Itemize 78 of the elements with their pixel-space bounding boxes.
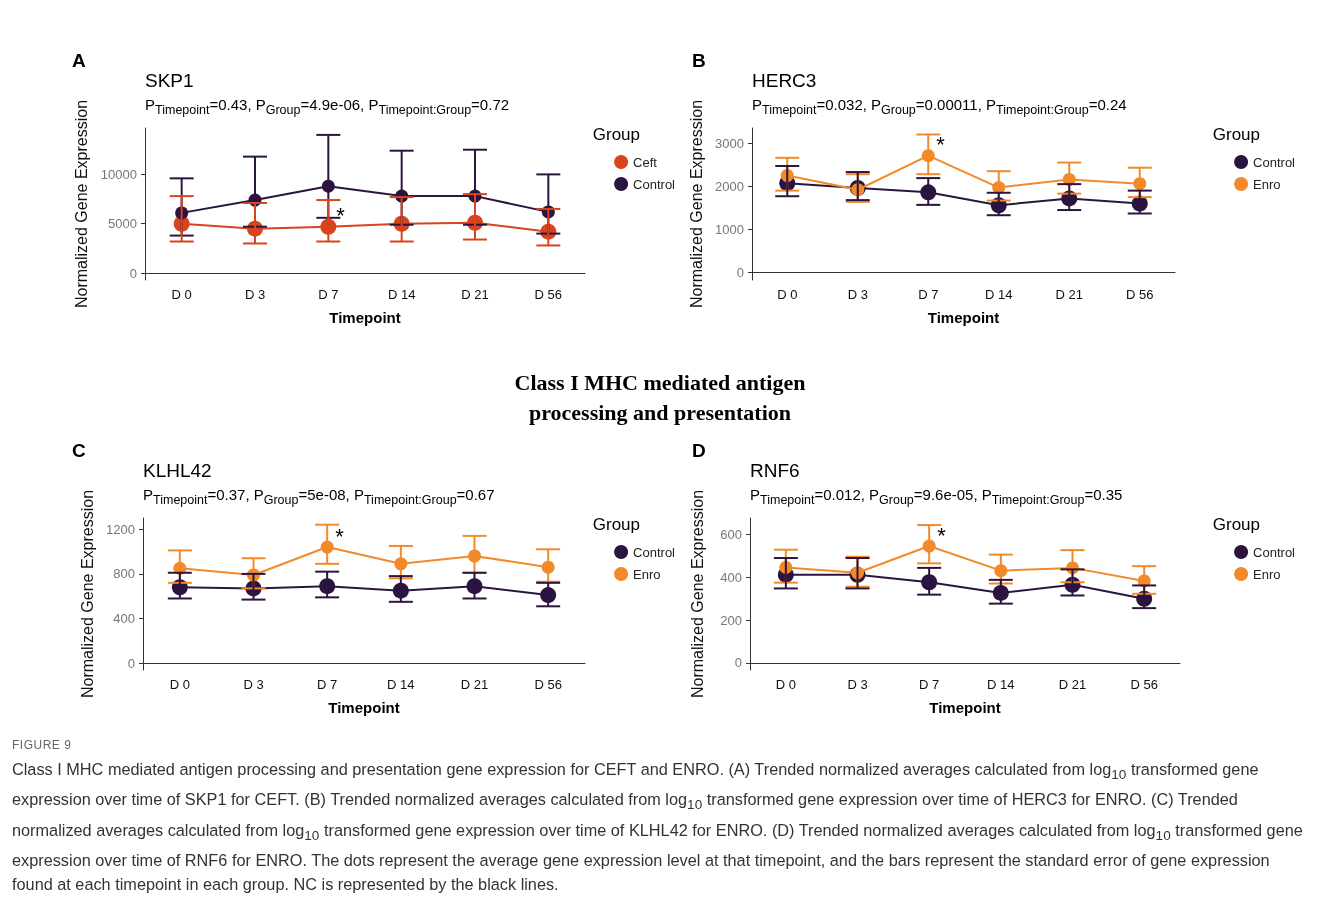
text: A [72,50,86,72]
x-axis-title: Timepoint [927,309,1000,326]
caption: FIGURE 9 [12,738,72,752]
y-tick-label: 2000 [715,178,744,194]
x-tick-label: D 3 [244,287,266,302]
x-tick-label: D 3 [847,287,868,302]
x-axis-title: Timepoint [929,699,1001,716]
y-axis-title: Normalized Gene Expression [73,99,91,309]
chart-subtitle: P$_{Timepoint}$=0.43, P$_{Group}$=4.9e-06, P$_{Timepoint:Group}$=0.72 [145,96,510,117]
chart-title: KLHL42 [143,460,212,482]
y-tick-label: 800 [113,566,135,582]
x-tick-label: D 21 [1055,287,1083,302]
x-tick-label: D 56 [534,287,563,302]
x-tick-label: D 7 [919,677,940,692]
x-tick-label: D 7 [918,287,939,302]
x-tick-label: D 14 [387,287,416,302]
y-axis-title: Normalized Gene Expression [78,489,96,699]
x-tick-label: D 3 [243,677,264,692]
y-axis-title: Normalized Gene Expression [688,489,706,699]
x-tick-label: D 0 [777,287,798,302]
text: B [692,50,706,72]
x-tick-label: D 0 [169,677,190,692]
y-tick-label: 0 [129,265,137,281]
legend-title: Group [1212,515,1260,534]
text: C [72,440,86,462]
legend-label: Control [1253,154,1296,170]
x-tick-label: D 56 [534,677,562,692]
text: Class I MHC mediated antigen processing and presentation gene expression for CEFT and ENRO. (A) Trended normalized averages calculated from log$_{10}$ transformed gene expression over time of SKP1 for CEFT. (B) Trended normalized averages calculated from log$_{10}$ transformed gene expression over time of HERC3 for ENRO. (C) Trended normalized averages calculated from log$_{10}$ transformed gene expression over time of KLHL42 for ENRO. (D) Trended normalized averages calculated from log$_{10}$ transformed gene expression over time of RNF6 for ENRO. The dots represent the average gene expression level at that timepoint, and the bars represent the standard error of gene expression found at each timepoint in each group. NC is represented by the black lines. [12,760,1303,893]
x-tick-label: D 0 [171,287,192,302]
x-tick-label: D 14 [387,677,415,692]
y-tick-label: 10000 [100,166,137,182]
y-tick-label: 400 [113,611,135,627]
x-tick-label: D 21 [1058,677,1087,692]
text: Class I MHC mediated antigen processing and presentation [513,369,807,427]
x-tick-label: D 14 [985,287,1013,302]
x-axis-title: Timepoint [329,309,401,326]
y-tick-label: 600 [720,526,742,542]
y-tick-label: 200 [720,612,742,628]
chart-title: HERC3 [752,70,817,92]
legend-label: Control [1253,544,1296,560]
annotation: * [336,203,346,229]
y-tick-label: 0 [734,655,742,671]
legend-label: Enro [633,566,661,582]
x-tick-label: D 21 [460,677,489,692]
y-tick-label: 5000 [108,216,137,232]
annotation: * [936,132,946,158]
chart-subtitle: P$_{Timepoint}$=0.032, P$_{Group}$=0.00011, P$_{Timepoint:Group}$=0.24 [752,96,1127,117]
legend-title: Group [592,125,640,144]
y-axis-title: Normalized Gene Expression [687,99,705,309]
x-tick-label: D 7 [318,287,339,302]
annotation: * [937,522,947,548]
text: D [692,440,706,462]
x-tick-label: D 21 [461,287,489,302]
legend-label: Enro [1253,176,1281,192]
legend-label: Control [633,176,676,192]
y-tick-label: 400 [720,569,742,585]
x-tick-label: D 0 [775,677,796,692]
chart-subtitle: P$_{Timepoint}$=0.012, P$_{Group}$=9.6e-05, P$_{Timepoint:Group}$=0.35 [750,486,1123,507]
y-tick-label: 1200 [106,521,135,537]
x-tick-label: D 7 [317,677,338,692]
legend-title: Group [1212,125,1260,144]
chart-title: SKP1 [145,70,194,92]
legend-label: Enro [1253,566,1281,582]
x-tick-label: D 14 [987,677,1015,692]
legend-label: Control [633,544,676,560]
y-tick-label: 0 [736,265,744,281]
x-tick-label: D 56 [1126,287,1154,302]
x-tick-label: D 56 [1130,677,1158,692]
legend-label: Ceft [633,154,658,170]
x-axis-title: Timepoint [328,699,400,716]
y-tick-label: 0 [127,655,135,671]
y-tick-label: 1000 [715,221,744,237]
chart-subtitle: P$_{Timepoint}$=0.37, P$_{Group}$=5e-08, P$_{Timepoint:Group}$=0.67 [143,486,495,507]
legend-title: Group [592,515,640,534]
chart-title: RNF6 [750,460,800,482]
y-tick-label: 3000 [715,135,744,151]
x-tick-label: D 3 [847,677,868,692]
annotation: * [335,523,345,549]
